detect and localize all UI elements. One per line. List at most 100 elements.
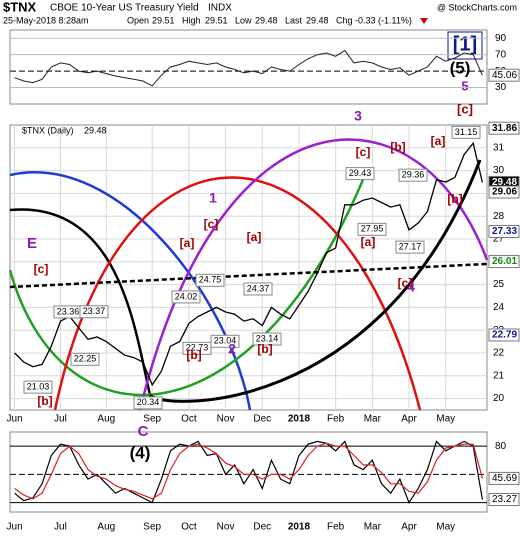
point-label-box	[133, 396, 163, 410]
security-name: CBOE 10-Year US Treasury Yield	[50, 3, 199, 14]
price-line	[14, 141, 484, 387]
point-label-box	[345, 167, 375, 181]
axis-value-box	[488, 255, 520, 269]
wave-label: [c]	[204, 217, 219, 231]
point-label: 23.04	[214, 336, 237, 346]
y-tick-label: 30	[493, 165, 505, 176]
point-label-box	[79, 305, 109, 319]
y-tick-label: 22	[493, 348, 505, 359]
open: 29.51	[152, 15, 175, 25]
top-panel	[9, 29, 488, 105]
x-tick-label: 2018	[288, 522, 311, 533]
wave-label: 1	[209, 190, 217, 206]
wave-label: (4)	[130, 443, 151, 462]
axis-value-label: 26.01	[492, 256, 517, 267]
x-tick-label: Jun	[7, 522, 23, 533]
oscillator-line	[14, 49, 483, 87]
x-tick-label: Oct	[181, 522, 197, 533]
last-value: 23.27	[492, 494, 517, 505]
date: 25-May-2018 8:28am	[3, 15, 89, 25]
wave-label: [b]	[390, 140, 405, 154]
open-label: Open	[127, 15, 149, 25]
wave-label: [a]	[247, 230, 262, 244]
x-tick-label: Jul	[54, 414, 67, 425]
point-label-box	[210, 334, 240, 348]
x-tick-label: Jul	[54, 522, 67, 533]
wave-label: E	[27, 235, 37, 252]
cycle-arcs	[8, 138, 489, 411]
x-tick-label: Nov	[217, 414, 235, 425]
point-label-box	[195, 273, 225, 287]
point-label: 22.73	[186, 343, 209, 353]
point-label-box	[23, 380, 53, 394]
wave-label: [c]	[356, 145, 371, 159]
point-label-box	[451, 125, 481, 139]
axis-value-label: 31.86	[492, 123, 517, 134]
stochastic-line	[14, 442, 483, 500]
x-tick-label: Nov	[217, 522, 235, 533]
x-tick-label: May	[436, 522, 455, 533]
legend-name: $TNX (Daily)	[22, 125, 74, 135]
y-tick-label: 28	[493, 211, 505, 222]
y-tick-label: 31	[493, 142, 505, 153]
symbol: $TNX	[3, 0, 37, 14]
y-tick-label: 30	[495, 82, 507, 93]
last: 29.48	[306, 15, 329, 25]
point-label-box	[252, 332, 282, 346]
high-label: High	[182, 15, 201, 25]
axis-value-box	[488, 328, 520, 342]
point-label-box	[243, 282, 273, 296]
wave-label: C	[138, 423, 149, 440]
wave-label: 5	[461, 78, 468, 93]
last-value: 45.06	[492, 70, 517, 81]
wave-label: [a]	[180, 236, 195, 250]
cycle-arc	[9, 171, 252, 411]
legend-value: 29.48	[84, 125, 107, 135]
down-arrow	[420, 18, 428, 24]
cycle-arc	[138, 138, 489, 411]
point-label: 27.95	[361, 224, 384, 234]
point-label: 22.25	[74, 354, 97, 364]
wave-label: [c]	[34, 262, 49, 276]
low: 29.48	[255, 15, 278, 25]
exchange: INDX	[208, 3, 232, 14]
point-label-box	[398, 168, 428, 182]
wave-label: 4	[407, 279, 415, 295]
axis-value-label: 29.48	[492, 177, 517, 188]
wave-label: 3	[354, 108, 362, 124]
y-tick-label: 80	[495, 441, 507, 452]
wave-label: [a]	[431, 134, 446, 148]
wave-label: [b]	[37, 394, 52, 408]
point-label: 27.17	[399, 241, 422, 251]
wave-label: [c]	[398, 276, 413, 290]
point-label: 20.34	[137, 397, 160, 407]
point-label: 23.36	[57, 306, 80, 316]
y-tick-label: 70	[495, 49, 507, 60]
x-tick-label: Sep	[143, 522, 161, 533]
point-label-box	[357, 222, 387, 236]
point-label: 23.37	[83, 306, 106, 316]
x-tick-label: Apr	[401, 522, 417, 533]
chg: -0.33 (-1.11%)	[355, 15, 412, 25]
x-tick-label: Mar	[364, 522, 382, 533]
wave-label: 2	[228, 341, 236, 357]
axis-value-label: 29.06	[492, 187, 517, 198]
bottom-panel	[9, 431, 488, 513]
point-label: 31.15	[455, 127, 478, 137]
point-label: 29.36	[402, 170, 425, 180]
wave-label: [c]	[457, 101, 473, 116]
wave-label: [b]	[257, 342, 272, 356]
wave-label: [b]	[447, 192, 462, 206]
x-tick-label: Dec	[253, 522, 271, 533]
axis-value-box	[488, 185, 520, 199]
point-label: 24.37	[247, 283, 270, 293]
cycle-arc	[8, 174, 367, 397]
watermark: @ StockCharts.com	[437, 2, 517, 12]
x-tick-label: 2018	[288, 414, 311, 425]
value-box	[488, 68, 520, 82]
x-tick-label: Jun	[7, 414, 23, 425]
y-tick-label: 20	[493, 393, 505, 404]
point-label-box	[70, 352, 100, 366]
stochastic-line	[14, 440, 483, 504]
last-label: Last	[285, 15, 303, 25]
